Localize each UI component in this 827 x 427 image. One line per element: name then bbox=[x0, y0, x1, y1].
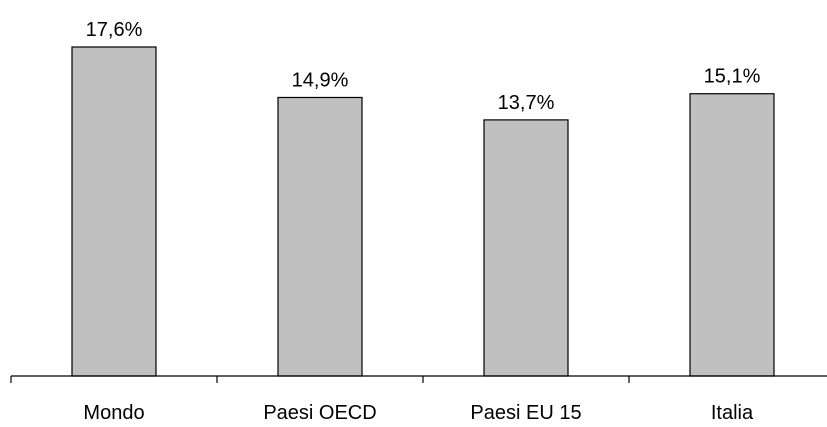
bar-paesi-oecd bbox=[277, 96, 363, 377]
value-label: 14,9% bbox=[292, 69, 349, 91]
bar-paesi-eu-15 bbox=[483, 119, 569, 377]
value-label: 15,1% bbox=[704, 66, 761, 88]
x-tick-label: Italia bbox=[711, 402, 754, 422]
bar-italia bbox=[689, 93, 775, 377]
value-label: 13,7% bbox=[498, 92, 555, 114]
bars-layer bbox=[71, 46, 775, 377]
x-tick-label: Paesi OECD bbox=[263, 402, 376, 422]
value-label: 17,6% bbox=[86, 19, 143, 41]
bar-mondo bbox=[71, 46, 157, 377]
value-labels-layer: 17,6% 14,9% 13,7% 15,1% bbox=[86, 19, 761, 114]
x-tick-label: Mondo bbox=[83, 402, 144, 422]
x-tick-labels: Mondo Paesi OECD Paesi EU 15 Italia bbox=[83, 402, 754, 424]
x-tick-label: Paesi EU 15 bbox=[470, 402, 581, 422]
x-axis bbox=[10, 375, 827, 383]
